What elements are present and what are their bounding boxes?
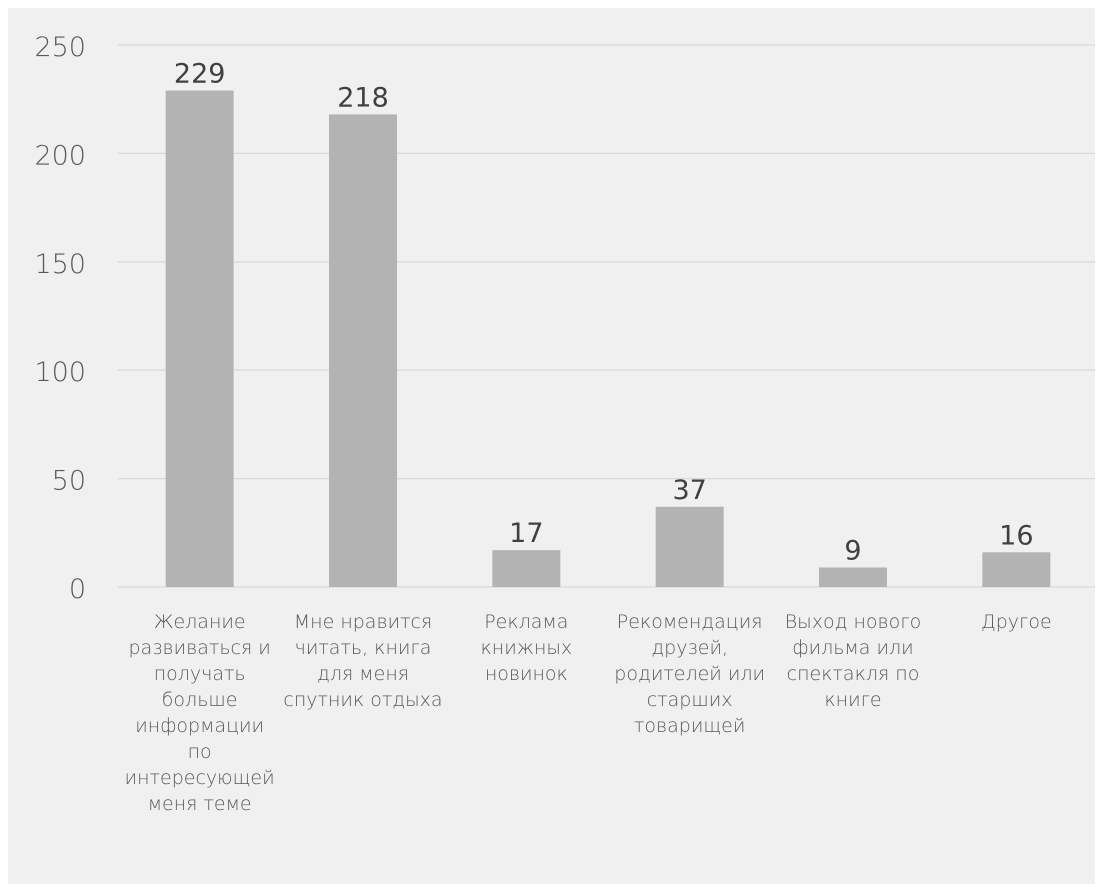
- category-label-line: Выход нового: [784, 611, 922, 633]
- chart-panel: 0 50 100 150 200 250 229 218 17 37 9 16 Желание разв…: [8, 8, 1095, 884]
- category-label: Мне нравится читать, книга для меня спутник…: [283, 609, 443, 713]
- bar: [329, 114, 397, 587]
- category-label-line: Желание: [153, 611, 246, 633]
- bar-chart: 0 50 100 150 200 250 229 218 17 37 9 16: [34, 32, 1095, 605]
- category-label-line: получать: [153, 663, 246, 685]
- category-label-line: для меня: [317, 663, 409, 685]
- y-tick-label: 50: [52, 466, 86, 497]
- data-label: 37: [672, 475, 706, 506]
- category-label-line: интересующей: [124, 767, 275, 789]
- category-label-line: новинок: [484, 663, 568, 685]
- category-label-line: фильма или: [792, 637, 914, 659]
- category-label-line: родителей или: [614, 663, 766, 685]
- data-label: 16: [999, 520, 1033, 551]
- data-label: 229: [174, 59, 226, 90]
- category-label-line: развиваться и: [128, 637, 271, 659]
- y-tick-label: 100: [34, 357, 86, 388]
- category-label: Другое: [936, 609, 1096, 635]
- category-label-line: читать, книга: [294, 637, 432, 659]
- category-label-line: книге: [824, 689, 882, 711]
- category-label-line: Реклама: [484, 611, 569, 633]
- category-label: Реклама книжных новинок: [446, 609, 606, 687]
- category-label-line: по: [187, 741, 212, 763]
- category-label: Рекомендация друзей, родителей или старших т…: [610, 609, 770, 739]
- category-label-line: Рекомендация: [616, 611, 763, 633]
- bar: [982, 552, 1051, 587]
- data-label: 9: [844, 535, 861, 566]
- category-label-line: спектакля по: [786, 663, 920, 685]
- bar: [492, 550, 561, 587]
- bar: [655, 506, 724, 587]
- bar: [819, 567, 887, 587]
- category-label-line: меня теме: [147, 793, 252, 815]
- y-tick-label: 150: [34, 249, 86, 280]
- y-tick-label: 200: [34, 140, 86, 171]
- category-label-line: старших: [646, 689, 733, 711]
- data-label: 17: [509, 518, 543, 549]
- category-label-line: товарищей: [633, 715, 746, 737]
- y-tick-label: 0: [69, 574, 86, 605]
- category-label-line: друзей,: [651, 637, 728, 659]
- category-label-line: информации: [135, 715, 265, 737]
- data-label: 218: [337, 82, 389, 113]
- category-label-line: спутник отдыха: [283, 689, 443, 711]
- y-tick-label: 250: [34, 32, 86, 63]
- category-label-line: Мне нравится: [293, 611, 433, 633]
- category-label-line: книжных: [480, 637, 573, 659]
- category-label-line: Другое: [980, 611, 1052, 633]
- bar: [165, 90, 234, 587]
- category-label: Выход нового фильма или спектакля по книге: [773, 609, 933, 713]
- category-label-line: больше: [161, 689, 238, 711]
- category-label: Желание развиваться и получать больше информ…: [120, 609, 280, 817]
